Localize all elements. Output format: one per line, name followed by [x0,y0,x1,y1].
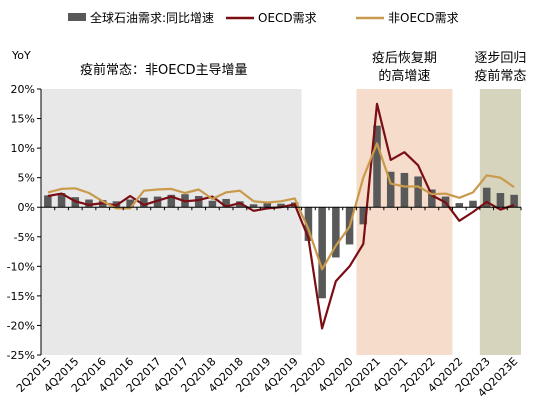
y-tick-label: -5% [14,231,35,244]
bar [249,204,258,208]
annotation-recovery-line1: 疫后恢复期 [372,50,437,66]
bar [496,193,505,208]
y-tick-label: -15% [7,290,35,303]
bar [304,207,313,241]
y-tick-label: 20% [11,83,35,96]
bar [469,200,477,208]
bar [194,195,203,208]
bar [153,196,162,208]
bar [126,199,134,208]
bars [44,125,518,299]
annotation-normal-line2: 疫前常态 [474,68,526,84]
bar [277,203,285,208]
bar [85,199,93,208]
bar [208,200,217,208]
legend-label: 全球石油需求:同比增速 [90,10,214,25]
bar [386,171,395,208]
y-tick-label: 10% [11,142,35,155]
annotation-normal-line1: 逐步回归 [474,51,526,66]
legend: 全球石油需求:同比增速 OECD需求 非OECD需求 [68,10,459,25]
bar [222,198,230,208]
bar [482,187,491,208]
shaded-region [41,89,302,355]
bar [373,125,381,208]
y-tick-label: 5% [18,172,35,185]
annotation-recovery-line2: 的高增速 [378,68,430,84]
bar [359,207,368,225]
series-line [47,142,515,271]
bar [510,194,518,208]
bar [44,195,52,208]
legend-swatch [68,13,86,21]
shaded-regions [41,89,521,355]
bar [414,176,422,208]
shaded-region [356,89,453,355]
y-tick-label: 0% [18,201,35,214]
y-tick-label: -20% [7,319,35,332]
y-unit-label: YoY [11,49,31,62]
bar [428,189,436,208]
bar [400,172,409,208]
legend-label: OECD需求 [258,11,317,25]
bar [455,203,464,208]
legend-label: 非OECD需求 [388,11,459,25]
bar [318,207,326,299]
bar [167,194,176,208]
annotation-pre-pandemic: 疫前常态：非OECD主导增量 [80,62,248,78]
shaded-region [479,89,521,355]
y-tick-label: -25% [7,349,35,362]
y-tick-label: 15% [11,113,35,126]
y-tick-label: -10% [7,260,35,273]
bar [57,193,66,208]
bar [332,207,340,258]
bar [263,202,272,208]
bar [140,197,148,208]
